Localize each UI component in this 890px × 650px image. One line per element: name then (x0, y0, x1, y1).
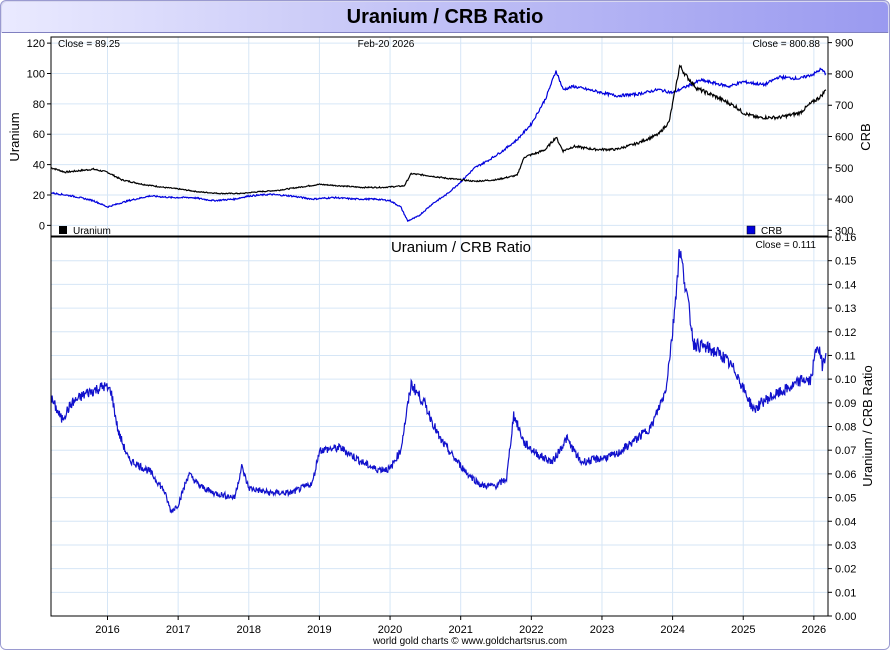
uranium-legend-swatch (59, 226, 67, 234)
x-tick-label: 2020 (378, 624, 402, 636)
ratio-axis-title: Uranium / CRB Ratio (860, 365, 875, 486)
crb-axis-ticks: 300 400 500 600 700 800 900 (828, 38, 853, 237)
crb-tick-label: 900 (835, 38, 853, 50)
x-tick-label: 2023 (590, 624, 614, 636)
uranium-tick-label: 100 (27, 68, 45, 80)
crb-tick-label: 400 (835, 194, 853, 206)
crb-tick-label: 700 (835, 100, 853, 112)
date-label: Feb-20 2026 (358, 39, 415, 50)
grid-top (51, 37, 828, 236)
ratio-tick-label: 0.03 (835, 540, 856, 552)
ratio-line (51, 249, 827, 514)
uranium-tick-label: 60 (33, 129, 45, 141)
ratio-tick-label: 0.11 (835, 350, 856, 362)
x-tick-label: 2017 (166, 624, 190, 636)
ratio-close-label: Close = 0.111 (755, 240, 816, 251)
uranium-line (51, 64, 827, 195)
x-tick-label: 2022 (519, 624, 543, 636)
ratio-tick-label: 0.00 (835, 611, 856, 623)
chart-title: Uranium / CRB Ratio (346, 5, 544, 28)
x-axis-ticks: 2016 2017 2018 2019 2020 2021 2022 2023 2024 2025… (95, 616, 826, 636)
footer-credit: world gold charts © www.goldchartsrus.co… (372, 636, 567, 647)
uranium-axis-ticks: 0 20 40 60 80 100 120 (27, 38, 51, 232)
x-tick-label: 2018 (237, 624, 261, 636)
ratio-tick-label: 0.09 (835, 398, 856, 410)
uranium-axis-title: Uranium (7, 112, 22, 161)
x-tick-label: 2019 (307, 624, 331, 636)
title-bar: Uranium / CRB Ratio (2, 2, 888, 33)
crb-close-label: Close = 800.88 (752, 39, 820, 50)
crb-line (51, 67, 827, 223)
uranium-tick-label: 0 (39, 220, 45, 232)
ratio-tick-label: 0.14 (835, 279, 856, 291)
ratio-tick-label: 0.02 (835, 564, 856, 576)
x-tick-label: 2016 (95, 624, 119, 636)
ratio-tick-label: 0.06 (835, 469, 856, 481)
crb-tick-label: 600 (835, 132, 853, 144)
top-plot-border (50, 36, 829, 237)
crb-legend-label: CRB (761, 226, 782, 237)
ratio-tick-label: 0.07 (835, 445, 856, 457)
crb-axis-title: CRB (858, 123, 873, 150)
x-tick-label: 2025 (731, 624, 755, 636)
ratio-axis-ticks: 0.00 0.01 0.02 0.03 0.04 0.05 0.06 0.07 0.08 0.09… (828, 232, 856, 623)
crb-tick-label: 300 (835, 225, 853, 237)
ratio-tick-label: 0.12 (835, 327, 856, 339)
grid-bottom (51, 236, 828, 617)
x-tick-label: 2021 (448, 624, 472, 636)
crb-tick-label: 800 (835, 69, 853, 81)
ratio-tick-label: 0.10 (835, 374, 856, 386)
ratio-tick-label: 0.08 (835, 422, 856, 434)
ratio-tick-label: 0.15 (835, 256, 856, 268)
ratio-panel-title: Uranium / CRB Ratio (391, 239, 531, 256)
crb-legend-swatch (746, 225, 756, 235)
ratio-tick-label: 0.05 (835, 493, 856, 505)
uranium-tick-label: 40 (33, 160, 45, 172)
x-tick-label: 2026 (802, 624, 826, 636)
crb-tick-label: 500 (835, 163, 853, 175)
uranium-tick-label: 80 (33, 99, 45, 111)
ratio-tick-label: 0.04 (835, 516, 856, 528)
ratio-tick-label: 0.01 (835, 587, 856, 599)
uranium-tick-label: 20 (33, 190, 45, 202)
ratio-tick-label: 0.16 (835, 232, 856, 244)
uranium-close-label: Close = 89.25 (58, 39, 120, 50)
ratio-tick-label: 0.13 (835, 303, 856, 315)
x-tick-label: 2024 (660, 624, 684, 636)
uranium-tick-label: 120 (27, 38, 45, 50)
uranium-legend-label: Uranium (73, 226, 111, 237)
plot-background (1, 33, 889, 649)
